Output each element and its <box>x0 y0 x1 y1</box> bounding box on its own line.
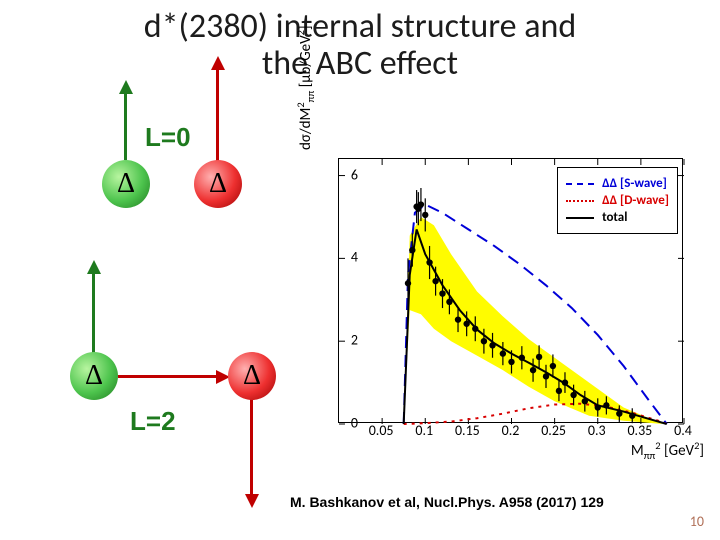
legend-total: total <box>566 210 669 225</box>
chart-legend: ΔΔ [S-wave] ΔΔ [D-wave] total <box>557 167 678 234</box>
chart-plot-area: ΔΔ [S-wave] ΔΔ [D-wave] total <box>338 158 683 423</box>
l0-delta-left: Δ <box>102 160 150 208</box>
y-axis-title: dσ/dM2ππ [μb/GeV2] <box>294 25 317 150</box>
x-axis-title: Mππ2 [GeV2] <box>631 439 704 462</box>
l2-delta-right: Δ <box>228 352 276 400</box>
l0-delta-right: Δ <box>194 160 242 208</box>
delta-delta-diagram: L=0 Δ Δ Δ Δ L=2 <box>40 130 300 510</box>
l0-label: L=0 <box>145 122 191 153</box>
legend-d-wave: ΔΔ [D-wave] <box>566 193 669 208</box>
slide-number: 10 <box>690 513 704 530</box>
cross-section-chart: dσ/dM2ππ [μb/GeV2] ΔΔ [S-wave] ΔΔ [D-wav… <box>290 150 710 460</box>
legend-s-wave-label: ΔΔ [S-wave] <box>602 176 667 191</box>
slide-title: d*(2380) internal structure and the ABC … <box>0 0 720 83</box>
l2-delta-left: Δ <box>70 352 118 400</box>
legend-d-wave-label: ΔΔ [D-wave] <box>602 193 669 208</box>
legend-total-label: total <box>602 210 627 225</box>
legend-s-wave: ΔΔ [S-wave] <box>566 176 669 191</box>
l2-label: L=2 <box>130 406 176 437</box>
title-line-1: d*(2380) internal structure and <box>0 8 720 45</box>
title-line-2: the ABC effect <box>0 45 720 82</box>
citation-text: M. Bashkanov et al, Nucl.Phys. A958 (201… <box>290 494 604 510</box>
